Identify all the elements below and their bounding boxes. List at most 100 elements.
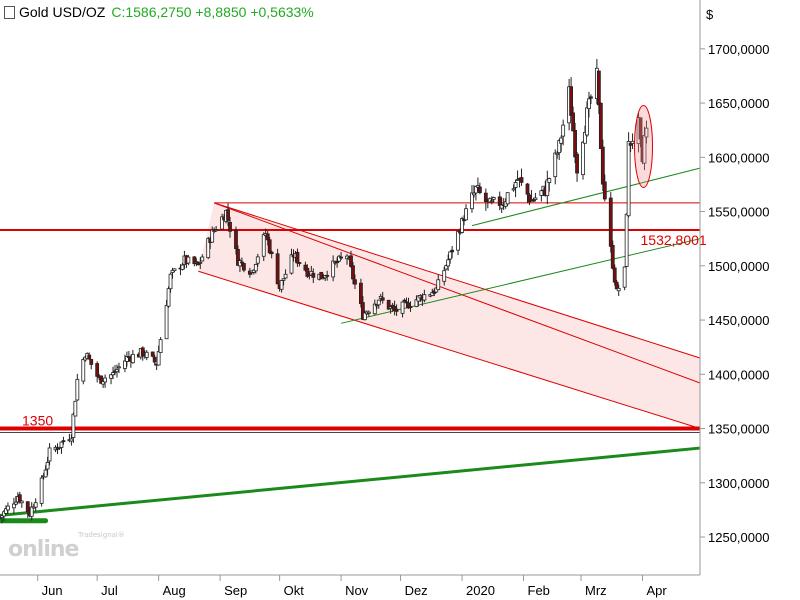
candle-up bbox=[71, 413, 76, 438]
candle-down bbox=[240, 261, 244, 264]
x-tick-label: Feb bbox=[528, 583, 550, 598]
candle-up bbox=[626, 141, 631, 217]
candle-down bbox=[349, 255, 353, 267]
candle-down bbox=[305, 267, 310, 277]
candle-down bbox=[99, 375, 104, 384]
candle-up bbox=[624, 213, 629, 267]
candle-down bbox=[575, 153, 579, 174]
x-tick-label: Jun bbox=[42, 583, 63, 598]
candle-up bbox=[553, 152, 558, 178]
candle-down bbox=[610, 244, 615, 269]
candle-up bbox=[47, 447, 52, 462]
watermark-brand: online bbox=[8, 537, 79, 562]
candle-up bbox=[6, 505, 10, 511]
candle-down bbox=[353, 279, 357, 285]
candle-up bbox=[331, 260, 336, 278]
candle-up bbox=[559, 137, 564, 144]
candle-up bbox=[33, 502, 38, 508]
candle-down bbox=[311, 272, 316, 278]
x-tick-label: Jul bbox=[101, 583, 118, 598]
candle-up bbox=[470, 192, 474, 210]
candle-down bbox=[596, 70, 601, 106]
candle-up bbox=[448, 251, 453, 260]
candle-up bbox=[644, 127, 649, 138]
y-tick-label: 1350,0000 bbox=[708, 422, 769, 437]
candle-down bbox=[519, 177, 524, 183]
candle-up bbox=[19, 500, 24, 504]
y-tick-label: 1700,0000 bbox=[708, 42, 769, 57]
candle-down bbox=[351, 265, 355, 280]
candle-up bbox=[581, 141, 585, 176]
candle-up bbox=[220, 216, 224, 230]
candle-up bbox=[622, 266, 627, 288]
candle-up bbox=[587, 98, 591, 110]
candle-up bbox=[81, 359, 86, 382]
candle-down bbox=[17, 494, 22, 503]
candle-up bbox=[366, 311, 371, 314]
y-axis-unit-label: $ bbox=[706, 7, 714, 22]
candle-up bbox=[283, 273, 288, 279]
candle-up bbox=[214, 229, 219, 232]
candle-up bbox=[533, 197, 538, 200]
watermark-tag: Tradesignal® bbox=[78, 531, 125, 539]
candle-up bbox=[43, 469, 48, 478]
candles bbox=[0, 58, 649, 524]
x-tick-label: Okt bbox=[284, 583, 305, 598]
candle-up bbox=[200, 256, 205, 262]
candle-up bbox=[130, 353, 135, 364]
resistance-level-label: 1532,8001 bbox=[641, 232, 707, 248]
candle-up bbox=[279, 280, 284, 290]
candle-up bbox=[464, 208, 468, 221]
y-tick-label: 1550,0000 bbox=[708, 205, 769, 220]
candle-up bbox=[29, 506, 34, 517]
candle-down bbox=[598, 102, 603, 150]
candle-up bbox=[491, 197, 496, 200]
candle-up bbox=[186, 256, 191, 264]
upper-support-line bbox=[471, 167, 701, 227]
candle-down bbox=[477, 186, 482, 193]
candle-down bbox=[600, 146, 605, 185]
candle-down bbox=[408, 306, 413, 309]
long-term-support-line bbox=[0, 446, 701, 517]
candle-down bbox=[614, 281, 619, 290]
candle-down bbox=[589, 96, 593, 99]
channel-lower-line bbox=[198, 270, 701, 430]
candle-down bbox=[269, 251, 274, 254]
candle-up bbox=[436, 279, 441, 291]
candle-up bbox=[561, 124, 566, 137]
candle-down bbox=[226, 209, 230, 221]
candle-down bbox=[95, 363, 100, 377]
x-tick-label: Nov bbox=[345, 583, 369, 598]
candle-down bbox=[483, 192, 488, 203]
candle-up bbox=[422, 294, 427, 301]
candle-up bbox=[172, 268, 177, 272]
candle-down bbox=[638, 117, 643, 140]
candle-up bbox=[511, 188, 516, 191]
candle-up bbox=[489, 200, 494, 203]
candle-up bbox=[11, 503, 16, 509]
x-tick-label: 2020 bbox=[466, 583, 495, 598]
candle-down bbox=[265, 233, 270, 241]
candle-up bbox=[69, 438, 74, 442]
candle-up bbox=[460, 218, 464, 233]
candle-up bbox=[73, 400, 78, 417]
candle-down bbox=[234, 229, 238, 250]
candle-down bbox=[152, 356, 157, 363]
collapse-icon[interactable] bbox=[4, 5, 15, 19]
candle-up bbox=[13, 501, 18, 505]
x-tick-label: Aug bbox=[163, 583, 186, 598]
candle-up bbox=[168, 273, 173, 290]
quote-label: C:1586,2750 +8,8850 +0,5633% bbox=[111, 4, 314, 20]
candle-up bbox=[117, 366, 121, 369]
candle-down bbox=[612, 267, 617, 283]
candle-up bbox=[446, 259, 451, 267]
candle-down bbox=[297, 262, 302, 264]
candle-down bbox=[295, 251, 300, 264]
highlight-ellipse bbox=[634, 104, 654, 188]
candle-down bbox=[228, 221, 232, 232]
candle-up bbox=[158, 339, 163, 353]
x-tick-label: Apr bbox=[646, 583, 667, 598]
candle-down bbox=[386, 299, 391, 310]
